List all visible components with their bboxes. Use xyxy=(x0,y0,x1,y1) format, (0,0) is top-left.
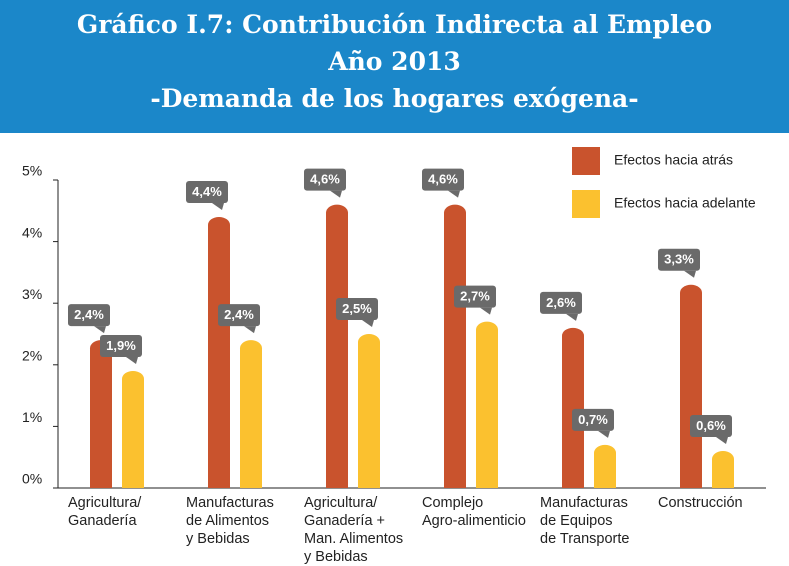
title-line: Año 2013 xyxy=(328,47,461,76)
value-label: 0,7% xyxy=(578,412,608,427)
value-label-box xyxy=(186,180,228,203)
bar xyxy=(680,284,702,488)
value-label-box xyxy=(658,248,700,271)
x-tick-label: Manufacturas de Equipos de Transporte xyxy=(540,495,630,547)
x-tick-label: Complejo Agro-alimenticio xyxy=(422,495,526,529)
value-label: 2,4% xyxy=(224,307,254,322)
y-tick-label: 5% xyxy=(22,163,42,179)
bar xyxy=(208,216,230,488)
value-label: 2,5% xyxy=(342,301,372,316)
value-label-box xyxy=(572,408,614,431)
x-tick-label: Agricultura/ Ganadería xyxy=(68,495,142,529)
value-label-box xyxy=(68,304,110,327)
y-tick-label: 2% xyxy=(22,348,42,364)
value-label-box xyxy=(304,168,346,191)
value-label-pointer xyxy=(244,326,256,334)
bar xyxy=(712,451,734,488)
y-tick-label: 4% xyxy=(22,224,42,240)
header: Gráfico I.7: Contribución Indirecta al E… xyxy=(0,0,789,133)
value-label-pointer xyxy=(480,307,492,315)
value-label-pointer xyxy=(94,326,106,334)
bar xyxy=(122,370,144,488)
value-label-pointer xyxy=(362,320,374,327)
value-label: 3,3% xyxy=(664,252,694,267)
bar xyxy=(326,204,348,488)
value-label-box xyxy=(454,285,496,308)
value-label-box xyxy=(336,298,378,320)
x-tick-label: Manufacturas de Alimentos y Bebidas xyxy=(186,495,274,547)
bar xyxy=(240,340,262,488)
value-label-pointer xyxy=(716,437,728,445)
value-label-box xyxy=(540,291,582,314)
y-tick-label: 1% xyxy=(22,409,42,425)
value-label-pointer xyxy=(126,356,138,364)
legend-swatch xyxy=(572,147,600,175)
legend-swatch xyxy=(572,190,600,218)
value-label-pointer xyxy=(448,190,460,198)
value-label-box xyxy=(422,168,464,191)
y-tick-label: 3% xyxy=(22,286,42,302)
value-label: 2,6% xyxy=(546,295,576,310)
value-label-box xyxy=(100,334,142,357)
bar xyxy=(594,444,616,488)
legend-label: Efectos hacia atrás xyxy=(614,152,733,168)
legend-label: Efectos hacia adelante xyxy=(614,195,756,211)
value-label: 1,9% xyxy=(106,338,136,353)
x-tick-label: Agricultura/ Ganadería + Man. Alimentos … xyxy=(304,495,404,565)
value-label-pointer xyxy=(330,190,342,198)
value-label-pointer xyxy=(684,270,696,278)
title-line: Gráfico I.7: Contribución Indirecta al E… xyxy=(76,10,713,39)
bar xyxy=(444,204,466,488)
bar xyxy=(90,340,112,488)
y-tick-label: 0% xyxy=(22,471,42,487)
bar xyxy=(358,334,380,488)
value-label: 2,4% xyxy=(74,307,104,322)
bar xyxy=(562,327,584,488)
value-label-pointer xyxy=(566,313,578,321)
value-label: 0,6% xyxy=(696,418,726,433)
value-label-pointer xyxy=(598,430,610,438)
x-tick-label: Construcción xyxy=(658,495,743,511)
value-label: 4,6% xyxy=(310,172,340,187)
title-line: -Demanda de los hogares exógena- xyxy=(150,84,639,113)
value-label: 2,7% xyxy=(460,289,490,304)
bar xyxy=(476,321,498,488)
value-label-box xyxy=(690,415,732,438)
value-label-pointer xyxy=(212,202,224,210)
value-label: 4,6% xyxy=(428,172,458,187)
value-label-box xyxy=(218,304,260,327)
value-label: 4,4% xyxy=(192,184,222,199)
